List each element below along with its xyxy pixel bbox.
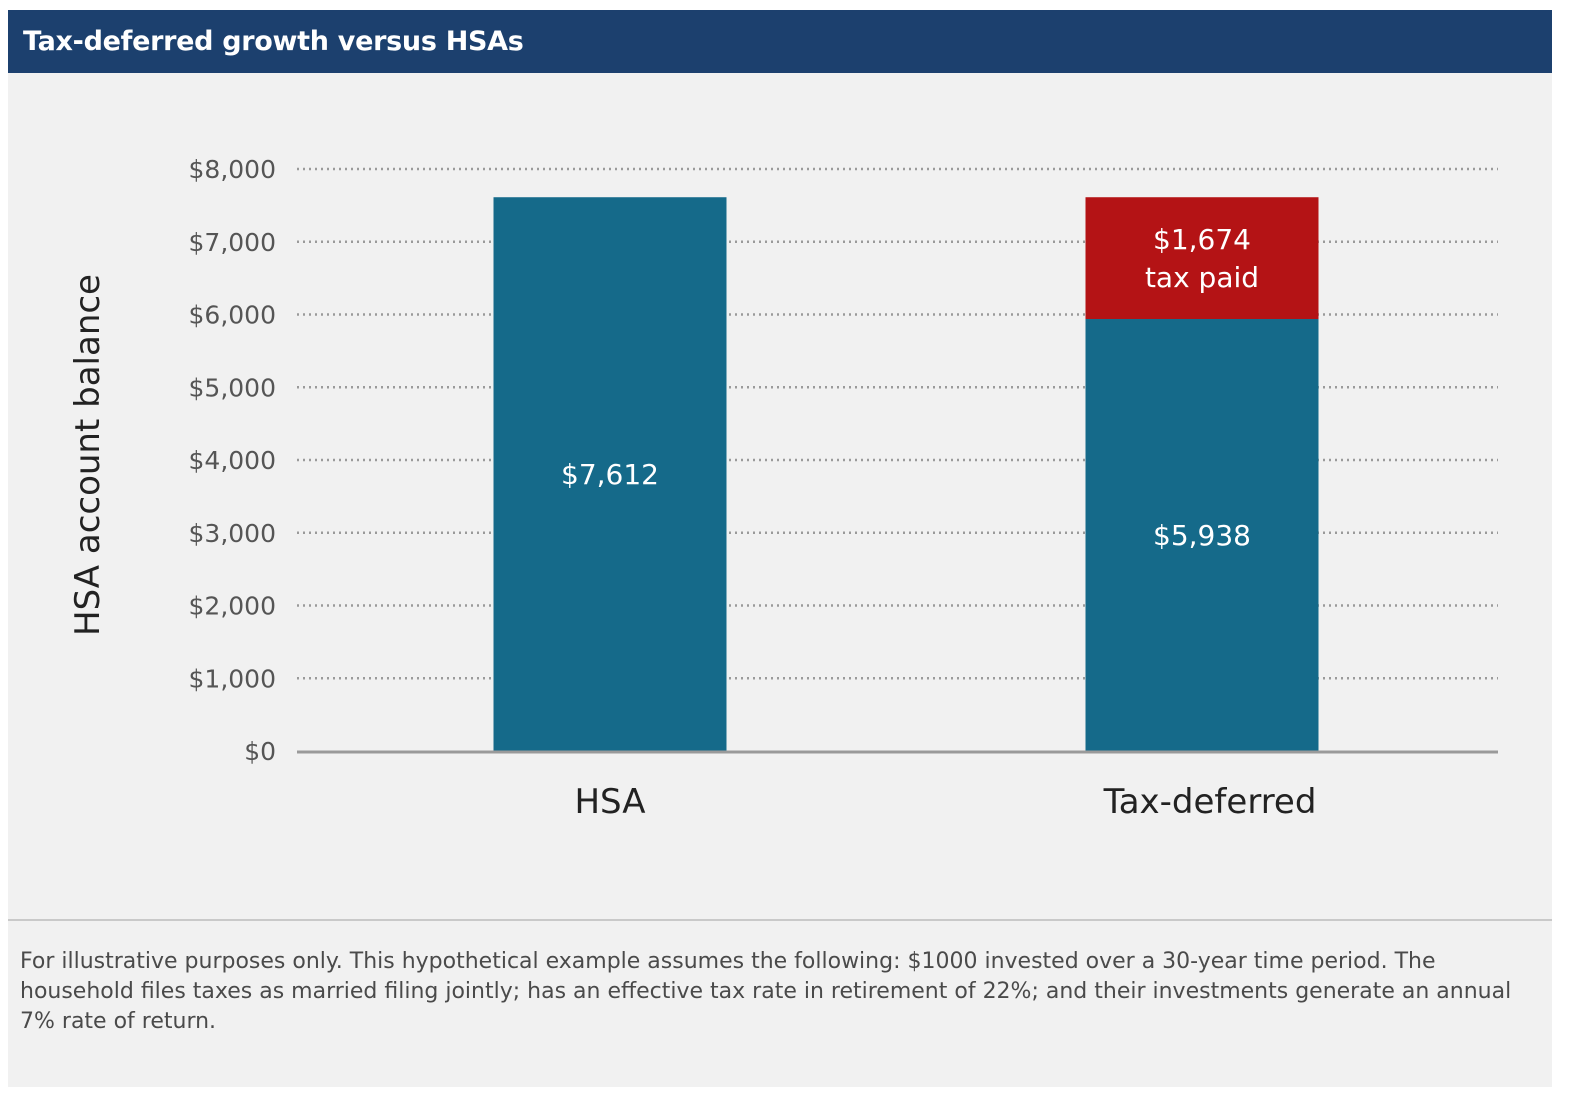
bar-tax-paid-1 <box>1085 197 1319 320</box>
y-tick-label: $2,000 <box>189 592 276 621</box>
y-tick-label: $5,000 <box>189 373 276 402</box>
bar-balance-1 <box>1085 319 1319 751</box>
y-tick-label: $6,000 <box>189 301 276 330</box>
y-tick-label: $8,000 <box>189 155 276 184</box>
bar-chart: $0 $1,000 $2,000 $3,000 $4,000 $5,000 $6,000 $7… <box>68 155 1498 822</box>
chart-title: Tax-deferred growth versus HSAs <box>8 10 1552 73</box>
bar-data-label: tax paid <box>1145 261 1259 294</box>
y-tick-label: $7,000 <box>189 228 276 257</box>
bar-balance-0 <box>493 197 727 751</box>
footnote: For illustrative purposes only. This hyp… <box>20 949 1512 1034</box>
y-tick-label: $4,000 <box>189 446 276 475</box>
bar-data-label: $1,674 <box>1153 223 1251 256</box>
x-category-label: Tax-deferred <box>1103 782 1317 822</box>
chart-card: Tax-deferred growth versus HSAs $0 $1,000… <box>8 10 1552 1087</box>
x-category-label: HSA <box>574 782 645 822</box>
y-tick-label: $0 <box>244 737 276 766</box>
divider <box>8 919 1552 921</box>
bar-data-label: $7,612 <box>561 458 659 491</box>
y-axis-title: HSA account balance <box>68 274 108 636</box>
bar-data-label: $5,938 <box>1153 519 1251 552</box>
chart-area: $0 $1,000 $2,000 $3,000 $4,000 $5,000 $6,000 $7… <box>8 73 1552 918</box>
y-tick-label: $1,000 <box>189 664 276 693</box>
y-tick-label: $3,000 <box>189 519 276 548</box>
